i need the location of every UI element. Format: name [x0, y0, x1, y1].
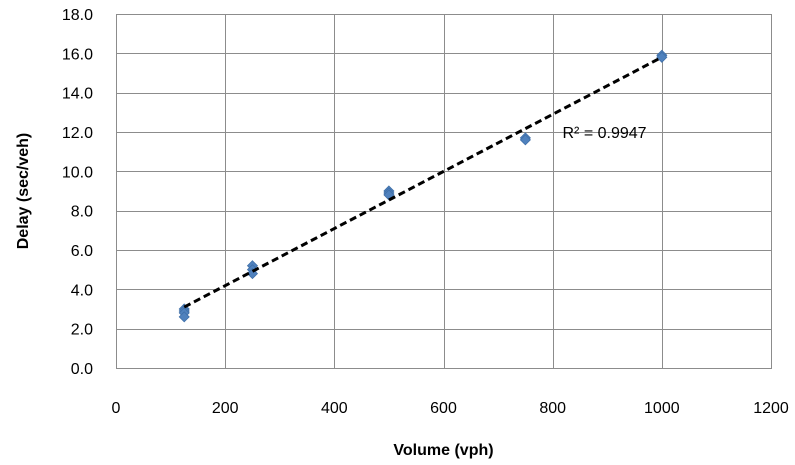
x-tick-label: 200 [212, 400, 239, 417]
y-tick-label: 8.0 [71, 204, 93, 221]
data-point [246, 268, 259, 280]
y-tick-label: 18.0 [62, 7, 93, 24]
x-tick-label: 1000 [644, 400, 680, 417]
x-axis-tick-labels: 0 200 400 600 800 1000 1200 [112, 400, 789, 417]
data-point [519, 134, 531, 146]
plot-area [116, 14, 772, 369]
x-tick-label: 0 [112, 400, 121, 417]
y-tick-label: 14.0 [62, 86, 93, 103]
y-tick-label: 10.0 [62, 164, 93, 181]
x-axis-title: Volume (vph) [393, 442, 493, 459]
y-tick-label: 12.0 [62, 125, 93, 142]
x-tick-label: 600 [430, 400, 457, 417]
r-squared-annotation: R² = 0.9947 [562, 125, 646, 142]
data-point [178, 311, 190, 323]
x-tick-label: 1200 [753, 400, 789, 417]
x-tick-label: 800 [539, 400, 566, 417]
x-tick-label: 400 [321, 400, 348, 417]
plot-border [116, 14, 772, 369]
y-tick-label: 0.0 [71, 361, 93, 378]
y-tick-label: 6.0 [71, 243, 93, 260]
y-tick-label: 4.0 [71, 282, 93, 299]
y-axis-tick-labels: 0.0 2.0 4.0 6.0 8.0 10.0 12.0 14.0 16.0 18.0 [62, 7, 93, 378]
trendline [183, 55, 663, 309]
data-points [178, 49, 668, 323]
y-axis-title: Delay (sec/veh) [15, 133, 32, 250]
data-point [656, 51, 668, 63]
grid-lines [116, 14, 772, 369]
y-tick-label: 2.0 [71, 322, 93, 339]
y-tick-label: 16.0 [62, 46, 93, 63]
